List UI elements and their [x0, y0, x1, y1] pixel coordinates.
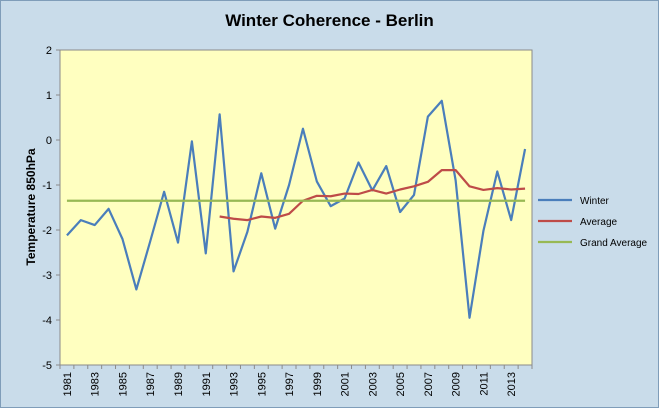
x-tick-label: 2003	[367, 372, 379, 396]
y-axis: 2 1 0 -1 -2 -3 -4 -5	[42, 45, 60, 372]
x-tick-label: 1993	[229, 372, 241, 396]
x-tick-label: 2011	[478, 372, 490, 396]
legend-label-winter: Winter	[580, 196, 610, 207]
x-tick-label: 2005	[395, 372, 407, 396]
series-line-winter	[66, 99, 527, 319]
legend-label-grand-average: Grand Average	[580, 238, 648, 249]
y-axis-label: Temperature 850hPa	[24, 148, 38, 265]
y-tick-label: -2	[42, 225, 52, 237]
x-tick-label: 2009	[451, 372, 463, 396]
x-tick-label: 1981	[62, 372, 74, 396]
x-tick-label: 2001	[340, 372, 352, 396]
y-tick-label: 2	[46, 45, 52, 57]
series-line-average	[219, 169, 526, 222]
x-tick-label: 1991	[201, 372, 213, 396]
chart-title: Winter Coherence - Berlin	[225, 11, 434, 30]
legend: Winter Average Grand Average	[538, 196, 648, 249]
x-tick-label: 1983	[90, 372, 102, 396]
x-tick-label: 1987	[145, 372, 157, 396]
x-axis: 1981 1983 1985 1987 1989 1991 1993 1995 1997 1999…	[59, 365, 533, 396]
x-tick-label: 2007	[423, 372, 435, 396]
x-tick-label: 1989	[173, 372, 185, 396]
y-tick-label: 0	[46, 135, 52, 147]
y-tick-label: -4	[42, 315, 52, 327]
x-tick-label: 1985	[117, 372, 129, 396]
legend-label-average: Average	[580, 217, 618, 228]
y-tick-label: 1	[46, 90, 52, 102]
x-tick-label: 1997	[284, 372, 296, 396]
y-tick-label: -3	[42, 270, 52, 282]
x-tick-label: 2013	[506, 372, 518, 396]
x-tick-label: 1995	[256, 372, 268, 396]
x-tick-label: 1999	[312, 372, 324, 396]
series-layer	[66, 99, 527, 319]
y-tick-label: -1	[42, 180, 52, 192]
y-tick-label: -5	[42, 360, 52, 372]
